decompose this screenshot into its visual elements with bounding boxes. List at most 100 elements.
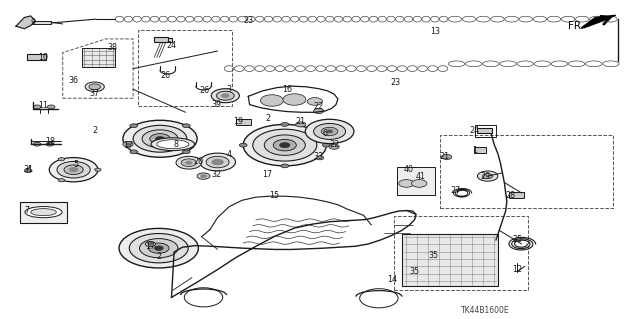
Circle shape [24,169,32,173]
Text: 24: 24 [166,41,177,50]
Text: 13: 13 [430,27,440,36]
Circle shape [148,243,153,245]
Text: 16: 16 [282,85,292,94]
Text: 17: 17 [262,170,273,179]
Bar [440,135,613,208]
Text: 35: 35 [429,251,439,260]
Text: 24: 24 [470,126,480,135]
Text: TK44B1600E: TK44B1600E [461,306,509,315]
Circle shape [140,239,178,258]
Circle shape [239,143,247,147]
Text: 12: 12 [512,265,522,274]
Circle shape [321,127,338,136]
Circle shape [129,234,188,263]
Bar [236,119,251,125]
Text: 6: 6 [323,129,328,138]
Circle shape [216,91,234,100]
Text: 38: 38 [107,43,117,52]
Circle shape [296,122,306,127]
Circle shape [150,134,170,144]
Bar [402,234,498,286]
Polygon shape [172,211,416,297]
Text: 8: 8 [173,140,179,149]
Bar [155,37,168,41]
Text: 29: 29 [480,172,490,181]
Circle shape [130,124,138,128]
Circle shape [200,174,207,178]
Circle shape [176,156,202,169]
Circle shape [273,139,296,151]
Circle shape [212,159,223,165]
Text: 31: 31 [24,165,34,174]
Circle shape [182,150,190,154]
Ellipse shape [151,138,195,151]
Circle shape [197,173,210,179]
Bar [138,30,232,106]
Text: 14: 14 [387,275,397,284]
Circle shape [69,167,78,172]
Bar [397,167,435,195]
Text: 9: 9 [31,18,36,27]
Text: 1: 1 [472,146,477,155]
Circle shape [323,143,330,147]
Text: 15: 15 [269,191,279,200]
Text: 10: 10 [38,53,49,62]
Circle shape [442,154,452,160]
Text: 21: 21 [296,117,306,126]
Circle shape [123,142,133,147]
Text: 2: 2 [92,126,97,135]
Text: 40: 40 [403,165,413,174]
Circle shape [95,168,101,171]
Text: 11: 11 [38,101,49,110]
Text: 26: 26 [200,86,210,95]
Circle shape [33,142,41,146]
Text: 23: 23 [243,16,253,25]
Circle shape [125,143,131,145]
Text: 37: 37 [90,89,100,98]
Circle shape [154,246,163,250]
Circle shape [307,98,323,105]
Circle shape [314,108,324,114]
Circle shape [58,158,65,161]
Circle shape [142,130,178,148]
Circle shape [119,228,198,268]
Text: 25: 25 [512,235,522,244]
Ellipse shape [25,207,62,218]
Text: 17: 17 [123,141,133,150]
Bar [475,125,496,137]
Circle shape [211,89,239,103]
Circle shape [221,94,229,98]
Circle shape [49,158,98,182]
Circle shape [182,124,190,128]
Circle shape [260,95,284,106]
Circle shape [206,156,229,168]
Text: 17: 17 [145,242,156,251]
Text: FR.: FR. [568,21,584,31]
Circle shape [281,122,289,126]
Polygon shape [16,16,35,29]
Text: 22: 22 [329,140,339,149]
Text: 28: 28 [506,191,516,200]
Circle shape [33,105,41,109]
Circle shape [326,130,333,133]
Bar [20,202,67,223]
Bar [394,216,528,290]
Text: 3: 3 [227,85,232,94]
Text: 41: 41 [416,172,426,181]
Circle shape [243,124,326,166]
Circle shape [186,161,192,164]
Polygon shape [581,15,616,28]
Circle shape [264,135,305,155]
Circle shape [283,94,306,105]
Circle shape [477,171,498,181]
Circle shape [200,153,236,171]
Text: 5: 5 [73,160,78,169]
Text: 7: 7 [24,206,29,215]
Circle shape [133,125,187,152]
Text: 27: 27 [451,186,461,195]
Circle shape [145,241,156,247]
Circle shape [156,137,164,141]
Circle shape [85,82,104,92]
Circle shape [253,129,317,161]
Text: 39: 39 [211,100,221,109]
